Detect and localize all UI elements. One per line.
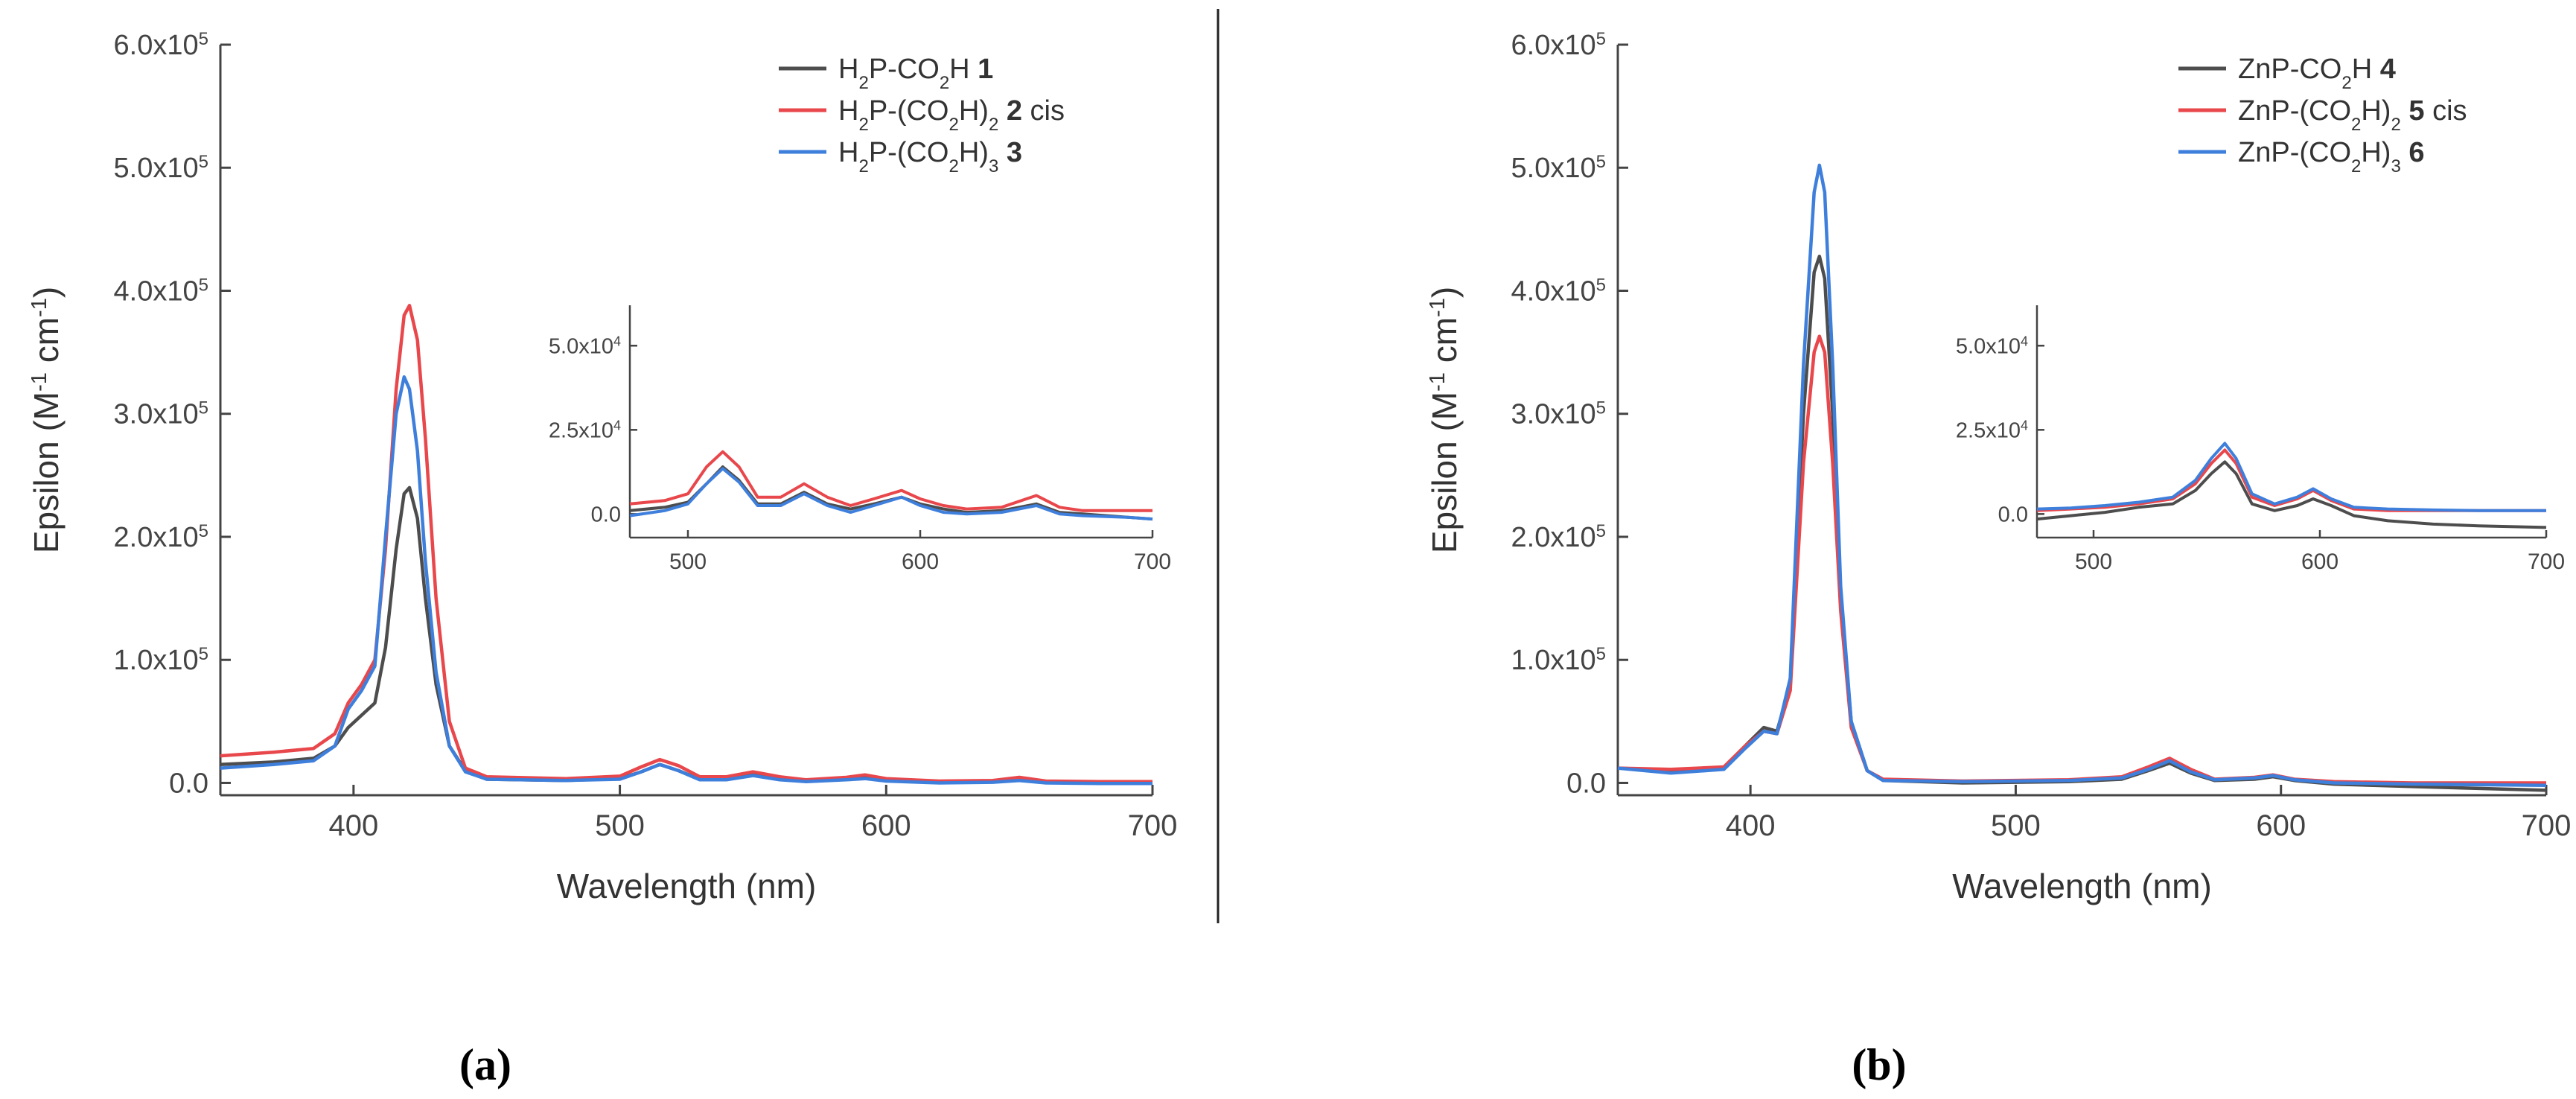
- x-axis-label: Wavelength (nm): [557, 867, 817, 905]
- x-tick-label: 700: [1128, 809, 1178, 842]
- inset-series-line-3: [2036, 442, 2546, 512]
- x-tick-label: 700: [2522, 809, 2572, 842]
- y-tick-label: 0.0: [1566, 768, 1606, 799]
- chart-panel-a: 0.0 1.0x105 2.0x105 3.0x105 4.0x105 5.0x105 6.…: [27, 29, 1177, 1090]
- inset-x-tick-label: 700: [1134, 550, 1171, 574]
- legend-label-2: H2P-(CO2H)2 2 cis: [838, 95, 1065, 135]
- y-tick-label: 5.0x105: [1511, 152, 1606, 185]
- legend-label-3: ZnP-(CO2H)3 6: [2238, 137, 2425, 176]
- y-tick-label: 5.0x105: [114, 152, 208, 185]
- legend-label-2: ZnP-(CO2H)2 5 cis: [2238, 95, 2467, 135]
- inset-series-line-1: [2036, 460, 2547, 529]
- x-tick-label: 600: [2256, 809, 2306, 842]
- inset-chart: 0.0 2.5x104 5.0x104 500 600 700: [549, 305, 1171, 574]
- series-line-3: [220, 375, 1152, 786]
- y-axis-label: Epsilon (M-1 cm-1): [27, 287, 66, 553]
- chart-panel-b: 0.0 1.0x105 2.0x105 3.0x105 4.0x105 5.0x105 6.…: [1425, 29, 2571, 1090]
- legend-label-1: ZnP-CO2H 4: [2238, 54, 2396, 93]
- y-tick-label: 6.0x105: [1511, 29, 1606, 62]
- y-tick-label: 2.0x105: [114, 520, 208, 553]
- y-tick-label: 2.0x105: [1511, 520, 1606, 553]
- inset-series-line-3: [629, 467, 1153, 521]
- x-tick-label: 400: [1726, 809, 1776, 842]
- inset-x-tick-label: 700: [2528, 550, 2565, 574]
- legend-label-3: H2P-(CO2H)3 3: [838, 137, 1022, 176]
- inset-x-tick-label: 600: [902, 550, 939, 574]
- inset-series-line-2: [2036, 448, 2546, 512]
- inset-y-tick-label: 5.0x104: [549, 334, 621, 358]
- series-line-3: [1617, 163, 2547, 788]
- inset-y-tick-label: 5.0x104: [1956, 334, 2028, 358]
- inset-y-tick-label: 2.5x104: [1956, 418, 2028, 442]
- panel-label: (a): [459, 1040, 511, 1089]
- inset-x-tick-label: 500: [669, 550, 707, 574]
- x-tick-label: 400: [328, 809, 378, 842]
- series-line-2: [220, 304, 1152, 784]
- x-axis-label: Wavelength (nm): [1952, 867, 2212, 905]
- y-tick-label: 1.0x105: [1511, 644, 1606, 677]
- legend-label-1: H2P-CO2H 1: [838, 54, 993, 93]
- x-tick-label: 500: [1991, 809, 2041, 842]
- y-tick-label: 4.0x105: [114, 275, 208, 308]
- panel-label: (b): [1852, 1040, 1906, 1089]
- inset-y-tick-label: 2.5x104: [549, 418, 621, 442]
- inset-y-tick-label: 0.0: [1998, 503, 2028, 526]
- y-tick-label: 4.0x105: [1511, 275, 1606, 308]
- x-tick-label: 600: [861, 809, 911, 842]
- inset-series-line-2: [629, 450, 1152, 512]
- y-tick-label: 1.0x105: [114, 644, 208, 677]
- y-axis-label: Epsilon (M-1 cm-1): [1425, 287, 1464, 553]
- x-tick-label: 500: [595, 809, 645, 842]
- y-tick-label: 3.0x105: [114, 398, 208, 430]
- inset-x-tick-label: 500: [2075, 550, 2112, 574]
- y-tick-label: 6.0x105: [114, 29, 208, 62]
- inset-chart: 0.0 2.5x104 5.0x104 500 600 700: [1956, 305, 2565, 574]
- inset-y-tick-label: 0.0: [591, 503, 621, 526]
- inset-x-tick-label: 600: [2301, 550, 2339, 574]
- y-tick-label: 0.0: [169, 768, 208, 799]
- y-tick-label: 3.0x105: [1511, 398, 1606, 430]
